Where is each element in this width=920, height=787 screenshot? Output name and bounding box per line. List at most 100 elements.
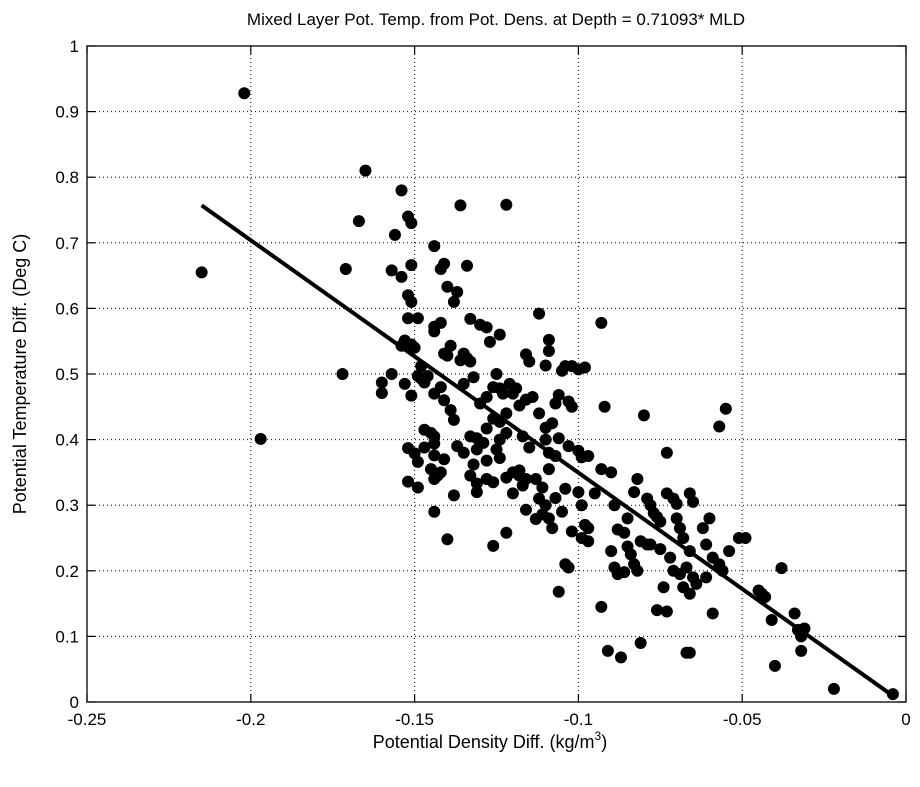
y-axis-ticks: 0 0.1 0.2 0.3 0.4 0.5 0.6 0.7 0.8 0.9 1 xyxy=(55,37,906,712)
data-point xyxy=(336,368,349,380)
data-point xyxy=(618,526,631,539)
data-point xyxy=(339,263,352,276)
data-point xyxy=(536,481,549,494)
data-point xyxy=(788,607,801,620)
data-point xyxy=(542,463,555,476)
data-point xyxy=(680,561,693,574)
data-point xyxy=(677,532,690,544)
data-point xyxy=(195,266,208,279)
data-point xyxy=(595,600,608,613)
x-axis-label-text: Potential Density Diff. (kg/m xyxy=(373,732,595,752)
data-point xyxy=(539,433,552,446)
data-point xyxy=(703,512,716,525)
data-point xyxy=(464,355,477,368)
data-point xyxy=(405,295,418,308)
data-point xyxy=(375,376,388,389)
data-point xyxy=(598,400,611,413)
data-point xyxy=(582,450,595,462)
data-point xyxy=(411,481,424,494)
data-point xyxy=(605,466,618,479)
data-point xyxy=(385,368,398,380)
data-point xyxy=(634,535,647,548)
data-point xyxy=(660,605,673,618)
data-point xyxy=(614,651,627,664)
data-point xyxy=(438,453,451,466)
y-tick-label: 0.2 xyxy=(55,562,79,581)
data-point xyxy=(500,526,513,539)
data-point xyxy=(461,259,474,272)
data-point xyxy=(631,564,644,577)
data-point xyxy=(542,345,555,358)
data-point xyxy=(487,476,500,489)
data-point xyxy=(408,341,421,354)
data-point xyxy=(687,495,700,508)
data-point xyxy=(654,543,667,556)
data-point xyxy=(447,489,460,502)
data-point xyxy=(441,280,454,293)
y-tick-label: 0.7 xyxy=(55,234,79,253)
data-point xyxy=(670,497,683,510)
x-tick-label: -0.05 xyxy=(723,710,762,729)
data-point xyxy=(546,417,559,430)
data-point xyxy=(457,446,470,459)
data-point xyxy=(631,472,644,485)
data-point xyxy=(431,469,444,482)
data-point xyxy=(428,505,441,518)
data-point xyxy=(444,339,457,352)
data-point xyxy=(388,228,401,241)
data-point xyxy=(723,545,736,558)
data-point xyxy=(470,432,483,445)
data-point xyxy=(539,359,552,372)
data-point xyxy=(405,389,418,402)
data-point xyxy=(428,240,441,253)
data-point xyxy=(352,215,365,228)
data-point xyxy=(405,217,418,230)
data-point xyxy=(644,538,657,551)
data-point xyxy=(542,512,555,525)
data-point xyxy=(759,591,772,604)
data-point xyxy=(497,387,510,400)
data-point xyxy=(467,371,480,384)
data-point xyxy=(565,400,578,413)
data-point xyxy=(421,369,434,382)
data-points xyxy=(195,87,899,701)
x-tick-label: -0.15 xyxy=(395,710,434,729)
y-tick-label: 0.4 xyxy=(55,431,79,450)
data-point xyxy=(428,387,441,400)
data-point xyxy=(516,479,529,492)
data-point xyxy=(552,432,565,445)
data-point xyxy=(562,440,575,453)
data-point xyxy=(670,512,683,525)
data-point xyxy=(447,413,460,426)
data-point xyxy=(765,614,778,626)
data-point xyxy=(418,441,431,454)
data-point xyxy=(470,486,483,499)
data-point xyxy=(385,264,398,277)
y-tick-label: 1 xyxy=(70,37,79,56)
x-axis-label-superscript: 3 xyxy=(595,729,602,743)
data-point xyxy=(533,307,546,320)
data-point xyxy=(428,437,441,450)
y-tick-label: 0.3 xyxy=(55,496,79,515)
data-point xyxy=(562,561,575,574)
data-point xyxy=(775,562,788,575)
data-point xyxy=(565,525,578,538)
data-point xyxy=(402,312,415,325)
data-point xyxy=(451,286,464,298)
data-point xyxy=(523,355,536,368)
data-point xyxy=(359,164,372,177)
x-tick-label: -0.25 xyxy=(68,710,107,729)
data-point xyxy=(428,449,441,462)
data-point xyxy=(618,566,631,579)
data-point xyxy=(480,454,493,467)
data-point xyxy=(886,688,899,701)
data-point xyxy=(405,259,418,272)
data-point xyxy=(634,636,647,649)
data-point xyxy=(441,533,454,546)
data-point xyxy=(595,463,608,476)
data-point xyxy=(454,199,467,212)
data-point xyxy=(395,270,408,283)
data-point xyxy=(624,548,637,561)
regression-line xyxy=(200,203,891,696)
data-point xyxy=(398,377,411,390)
